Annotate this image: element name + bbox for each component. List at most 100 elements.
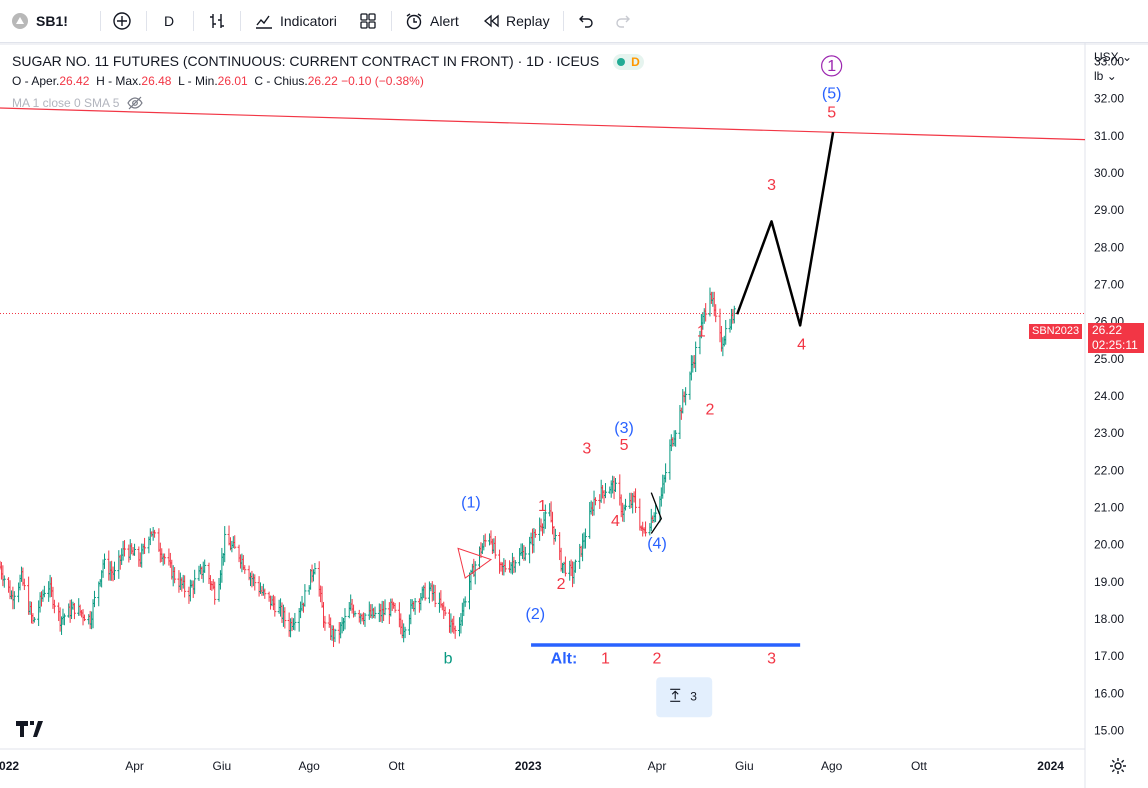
- wave-label[interactable]: 5: [827, 104, 836, 121]
- ohlc-bar: [583, 528, 587, 549]
- ohlc-bar: [383, 599, 387, 616]
- undo-button[interactable]: [577, 8, 595, 34]
- wave-label[interactable]: (3): [614, 420, 634, 437]
- gear-icon[interactable]: [1108, 756, 1128, 776]
- x-tick-label: 2023: [515, 759, 542, 773]
- ohlc-bar: [493, 536, 497, 559]
- ohlc-bar: [52, 599, 56, 614]
- tradingview-logo[interactable]: [16, 721, 46, 737]
- interval-button[interactable]: D: [164, 8, 174, 34]
- ohlc-bar: [12, 591, 16, 610]
- wave-label[interactable]: 2: [706, 402, 715, 419]
- x-tick-label: Ago: [299, 759, 321, 773]
- ohlc-bar: [313, 562, 317, 575]
- indicators-button[interactable]: Indicatori: [254, 8, 337, 34]
- close-label: C - Chius.: [254, 74, 308, 88]
- eye-hidden-icon[interactable]: [127, 96, 144, 110]
- ohlc-bar: [704, 303, 708, 322]
- ohlc-bar: [32, 616, 36, 623]
- ohlc-bar: [283, 607, 287, 629]
- x-tick-label: Giu: [735, 759, 754, 773]
- ohlc-bar: [644, 521, 648, 537]
- ohlc-bar: [133, 543, 137, 556]
- indicators-icon: [256, 15, 272, 29]
- ohlc-bar: [233, 535, 237, 549]
- wave-label[interactable]: (2): [526, 606, 546, 623]
- redo-button[interactable]: [614, 8, 632, 34]
- ohlc-bar: [624, 498, 628, 511]
- wave-label[interactable]: 4: [797, 337, 806, 354]
- ohlc-bar: [223, 526, 227, 563]
- symbol-search-button[interactable]: SB1!: [10, 8, 68, 34]
- ohlc-bar: [513, 560, 517, 573]
- bars-chart-icon: [210, 14, 224, 28]
- wave-label[interactable]: (1): [461, 494, 481, 511]
- legend-indicator-row[interactable]: MA 1 close 0 SMA 5: [12, 96, 144, 110]
- unit-selector[interactable]: lb ⌄: [1094, 69, 1117, 83]
- wave-label[interactable]: 1: [601, 651, 610, 668]
- ohlc-bar: [173, 567, 177, 584]
- high-value: 26.48: [141, 74, 172, 88]
- triangle-pattern[interactable]: [457, 547, 493, 579]
- resistance-trendline[interactable]: [0, 107, 1086, 141]
- undo-icon: [579, 15, 593, 28]
- ohlc-bar: [42, 585, 46, 598]
- wave-label[interactable]: 3: [582, 441, 591, 458]
- ohlc-bar: [614, 477, 618, 492]
- y-tick-label: 22.00: [1094, 463, 1124, 477]
- projection-path[interactable]: [735, 131, 835, 327]
- currency-label: USX: [1094, 50, 1119, 64]
- ohlc-bar: [102, 553, 106, 569]
- market-status-badge[interactable]: D: [613, 54, 644, 71]
- wave-label[interactable]: 5: [620, 437, 629, 454]
- chart-canvas[interactable]: 33.0032.0031.0030.0029.0028.0027.0026.00…: [0, 43, 1148, 788]
- chart-type-button[interactable]: [207, 8, 227, 34]
- current-price-value: 26.22: [1092, 323, 1123, 337]
- y-tick-label: 27.00: [1094, 278, 1124, 292]
- replay-button[interactable]: Replay: [482, 8, 550, 34]
- ohlc-bar: [203, 559, 207, 574]
- x-tick-label: Ott: [911, 759, 928, 773]
- compare-symbol-button[interactable]: [112, 8, 132, 34]
- jump-badge[interactable]: 3: [656, 677, 713, 718]
- y-tick-label: 24.00: [1094, 389, 1124, 403]
- wave-label[interactable]: (4): [647, 535, 667, 552]
- wave-label[interactable]: 2: [557, 576, 566, 593]
- ohlc-bar: [82, 614, 86, 622]
- ohlc-bar: [503, 559, 507, 573]
- wave-label[interactable]: 1: [538, 498, 547, 515]
- grid-layout-icon: [360, 13, 376, 29]
- layout-button[interactable]: [358, 8, 378, 34]
- ohlc-bar: [123, 540, 127, 557]
- open-value: 26.42: [59, 74, 90, 88]
- ohlc-bar: [403, 626, 407, 639]
- wave-label[interactable]: 4: [611, 513, 620, 530]
- rewind-icon: [483, 14, 499, 28]
- change-value: −0.10 (−0.38%): [341, 74, 424, 88]
- ohlc-bar: [463, 596, 467, 607]
- alert-button[interactable]: Alert: [404, 8, 459, 34]
- wave-label[interactable]: b: [444, 651, 453, 668]
- ohlc-bar: [553, 528, 557, 542]
- correction-marks[interactable]: [650, 492, 663, 534]
- y-tick-label: 21.00: [1094, 500, 1124, 514]
- ohlc-bar: [533, 529, 537, 538]
- wave-label[interactable]: Alt:: [551, 651, 578, 668]
- low-value: 26.01: [217, 74, 248, 88]
- ohlc-bar: [563, 556, 567, 577]
- x-tick-label: Apr: [648, 759, 667, 773]
- symbol-logo-icon: [12, 13, 28, 29]
- ohlc-bar: [72, 602, 76, 620]
- ohlc-bar: [343, 608, 347, 630]
- wave-label[interactable]: 1: [697, 324, 706, 341]
- y-tick-label: 28.00: [1094, 240, 1124, 254]
- wave-label[interactable]: (5): [822, 86, 842, 103]
- wave-label[interactable]: 1: [827, 58, 836, 75]
- currency-selector[interactable]: USX ⌄: [1094, 50, 1132, 64]
- alarm-clock-icon: [406, 13, 422, 30]
- ohlc-bar: [363, 612, 367, 627]
- wave-label[interactable]: 3: [767, 177, 776, 194]
- y-tick-label: 32.00: [1094, 92, 1124, 106]
- wave-label[interactable]: 2: [653, 651, 662, 668]
- wave-label[interactable]: 3: [767, 651, 776, 668]
